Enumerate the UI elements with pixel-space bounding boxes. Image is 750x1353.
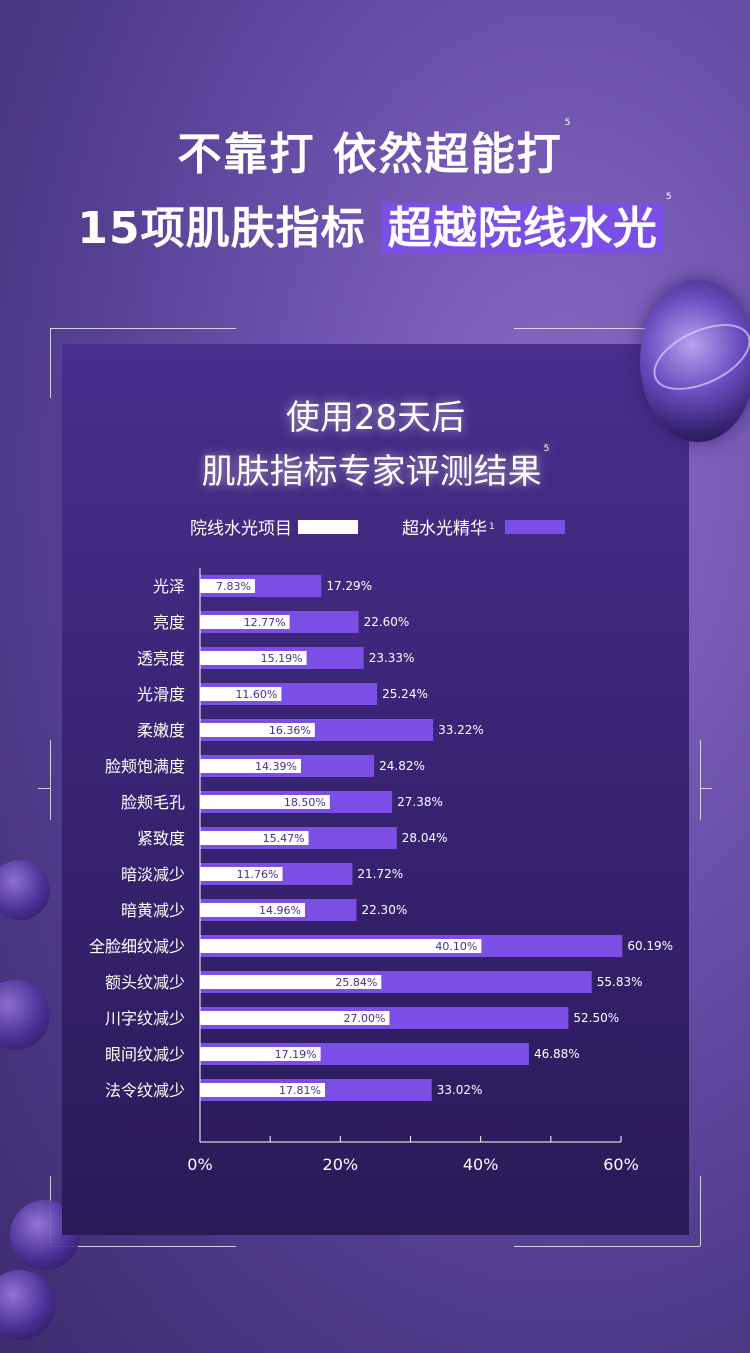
data-label-serum: 25.24% [382, 687, 428, 701]
bar-series-clinic [200, 795, 330, 809]
legend-label-serum-footnote: 1 [489, 521, 495, 532]
legend-label-serum: 超水光精华 [402, 519, 487, 539]
bar-series-clinic [200, 1011, 390, 1025]
headline-line1-text: 不靠打 依然超能打 [177, 129, 563, 180]
frame-mid-right-tick [700, 788, 712, 789]
frame-top-left-v [50, 328, 51, 398]
data-label-clinic: 14.39% [255, 760, 297, 773]
legend-swatch-serum [504, 519, 565, 534]
headline-line1-footnote: 5 [564, 118, 573, 128]
bar-series-clinic [200, 903, 305, 917]
data-label-clinic: 17.81% [279, 1084, 321, 1097]
legend-label-clinic: 院线水光项目 [190, 519, 292, 539]
x-tick-label: 0% [187, 1155, 212, 1174]
headline-line2-highlight: 超越院线水光 [381, 203, 664, 254]
data-label-clinic: 16.36% [269, 724, 311, 737]
decorative-sphere [640, 280, 750, 442]
frame-top-left-h [50, 328, 236, 329]
headline-line2-footnote: 5 [665, 192, 673, 202]
headline-line1: 不靠打 依然超能打5 [0, 118, 750, 182]
category-label: 暗淡减少 [121, 865, 185, 884]
frame-mid-left-v [50, 740, 51, 820]
data-label-serum: 22.60% [364, 615, 410, 629]
bar-series-clinic [200, 579, 255, 593]
decorative-bead [0, 1270, 55, 1340]
decorative-bead [0, 860, 50, 920]
category-label: 额头纹减少 [105, 973, 185, 992]
panel-title-line2: 肌肤指标专家评测结果5 [62, 444, 689, 493]
headline-line2-main: 15项肌肤指标 [77, 203, 366, 254]
category-label: 法令纹减少 [105, 1081, 185, 1100]
data-label-clinic: 7.83% [216, 580, 251, 593]
frame-bottom-right-v [700, 1176, 701, 1246]
bar-series-clinic [200, 1047, 321, 1061]
data-label-serum: 33.22% [438, 723, 484, 737]
bar-series-clinic [200, 939, 482, 953]
data-label-serum: 28.04% [402, 831, 448, 845]
data-label-serum: 27.38% [397, 795, 443, 809]
category-label: 柔嫩度 [137, 721, 185, 740]
category-label: 脸颊毛孔 [121, 793, 185, 812]
category-label: 亮度 [153, 613, 185, 632]
data-label-serum: 24.82% [379, 759, 425, 773]
category-label: 川字纹减少 [105, 1009, 185, 1028]
x-tick-label: 40% [463, 1155, 499, 1174]
frame-bottom-left-h [50, 1246, 236, 1247]
data-label-serum: 17.29% [326, 579, 372, 593]
bar-series-clinic [200, 831, 309, 845]
panel-title-line1: 使用28天后 [285, 398, 466, 438]
bar-series-clinic [200, 687, 282, 701]
category-label: 光泽 [153, 577, 185, 596]
frame-top-right-h [514, 328, 700, 329]
data-label-serum: 21.72% [357, 867, 403, 881]
data-label-clinic: 17.19% [275, 1048, 317, 1061]
frame-mid-right-v [700, 740, 701, 820]
x-tick-label: 60% [603, 1155, 639, 1174]
category-label: 全脸细纹减少 [89, 937, 185, 956]
legend-swatch-clinic [298, 519, 358, 534]
data-label-serum: 23.33% [369, 651, 415, 665]
bar-series-clinic [200, 1083, 325, 1097]
data-label-serum: 33.02% [437, 1083, 483, 1097]
frame-mid-left-tick [38, 788, 50, 789]
bar-series-clinic [200, 723, 315, 737]
legend-item-clinic: 院线水光项目 [190, 514, 358, 539]
data-label-clinic: 14.96% [259, 904, 301, 917]
category-label: 光滑度 [137, 685, 185, 704]
data-label-serum: 55.83% [597, 975, 643, 989]
data-label-serum: 22.30% [361, 903, 407, 917]
headline-line2: 15项肌肤指标 超越院线水光5 [0, 192, 750, 256]
data-label-serum: 52.50% [573, 1011, 619, 1025]
data-label-clinic: 15.47% [263, 832, 305, 845]
legend-item-serum: 超水光精华 1 [402, 514, 565, 539]
bar-series-clinic [200, 759, 301, 773]
bar-series-clinic [200, 651, 307, 665]
data-label-clinic: 11.76% [237, 868, 279, 881]
data-label-serum: 46.88% [534, 1047, 580, 1061]
x-tick-label: 20% [323, 1155, 359, 1174]
bar-series-clinic [200, 615, 290, 629]
category-label: 紧致度 [137, 829, 185, 848]
data-label-clinic: 15.19% [261, 652, 303, 665]
data-label-clinic: 27.00% [343, 1012, 385, 1025]
category-label: 脸颊饱满度 [105, 757, 185, 776]
data-label-clinic: 40.10% [435, 940, 477, 953]
bar-series-clinic [200, 975, 382, 989]
category-label: 透亮度 [137, 649, 185, 668]
bar-series-clinic [200, 867, 283, 881]
category-label: 暗黄减少 [121, 901, 185, 920]
panel-title-line2-text: 肌肤指标专家评测结果 [201, 452, 542, 492]
category-label: 眼间纹减少 [105, 1045, 185, 1064]
data-label-clinic: 12.77% [244, 616, 286, 629]
frame-bottom-right-h [514, 1246, 700, 1247]
data-label-clinic: 25.84% [335, 976, 377, 989]
data-label-clinic: 18.50% [284, 796, 326, 809]
data-label-clinic: 11.60% [235, 688, 277, 701]
data-label-serum: 60.19% [627, 939, 673, 953]
panel-title-footnote: 5 [543, 444, 550, 454]
